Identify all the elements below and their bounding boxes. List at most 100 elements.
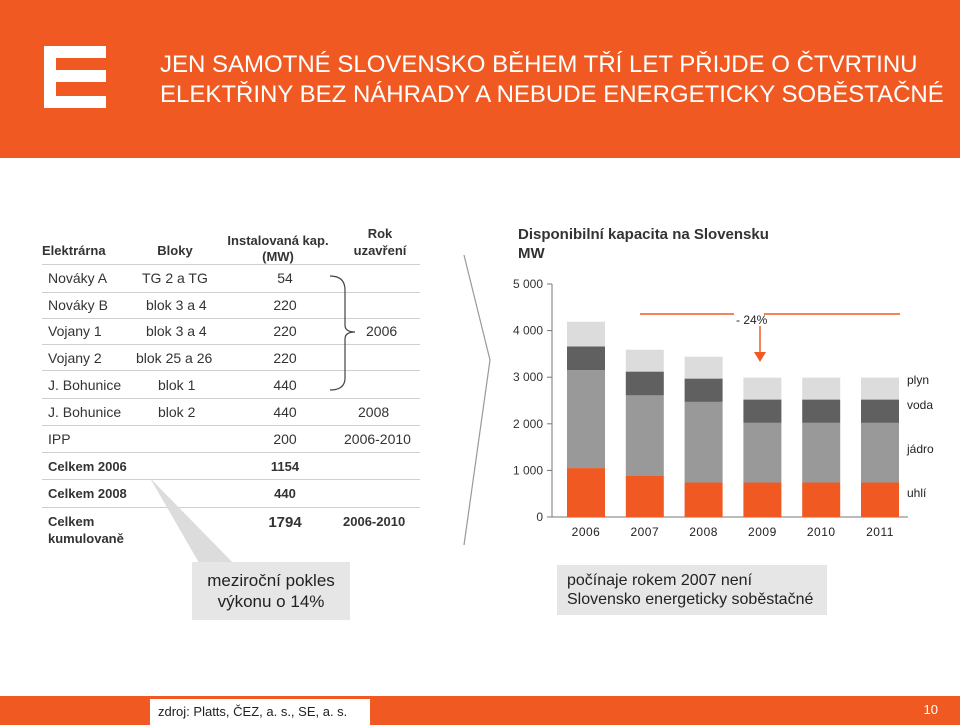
header-capacity-2: (MW)	[262, 249, 294, 264]
bar-segment-plyn	[861, 377, 899, 400]
selfsufficiency-callout-line-2: Slovensko energeticky soběstačné	[567, 591, 814, 608]
row-plant: Vojany 1	[48, 323, 102, 339]
row-year: 2008	[358, 404, 390, 420]
title-line-2: ELEKTŘINY BEZ NÁHRADY A NEBUDE ENERGETIC…	[160, 81, 944, 108]
chart-ylabel: MW	[518, 245, 545, 262]
bar-segment-uhlí	[802, 482, 841, 517]
chart-title: Disponibilní kapacita na Slovensku	[518, 226, 769, 243]
total-2008-label: Celkem 2008	[48, 486, 127, 501]
row-year: 2006	[366, 323, 398, 339]
row-divider	[42, 344, 420, 345]
row-units: blok 3 a 4	[146, 297, 207, 313]
row-divider	[42, 398, 420, 399]
header-capacity-1: Instalovaná kap.	[227, 233, 329, 248]
header-plant: Elektrárna	[42, 243, 106, 258]
bar-segment-voda	[567, 346, 605, 371]
row-mw: 220	[273, 350, 297, 366]
bar-segment-plyn	[625, 349, 664, 372]
row-divider	[42, 292, 420, 293]
row-units: blok 2	[158, 404, 196, 420]
bar-segment-jádro	[802, 422, 841, 483]
row-units: blok 3 a 4	[146, 323, 207, 339]
y-tick-label: 4 000	[513, 324, 543, 338]
x-tick-label: 2007	[630, 525, 659, 539]
annotation-arrow-head	[754, 352, 766, 362]
row-divider	[42, 370, 420, 371]
decline-annotation: - 24%	[736, 313, 768, 327]
bar-segment-uhlí	[684, 482, 723, 517]
decline-callout: meziroční pokles výkonu o 14%	[192, 562, 350, 620]
selfsufficiency-callout-line-1: počínaje rokem 2007 není	[567, 572, 753, 589]
bar-segment-voda	[802, 399, 841, 423]
decline-callout-line-1: meziroční pokles	[207, 571, 335, 590]
x-tick-label: 2008	[689, 525, 718, 539]
y-tick-label: 0	[536, 510, 543, 524]
row-divider	[42, 452, 420, 453]
bar-segment-voda	[684, 378, 723, 402]
decline-callout-line-2: výkonu o 14%	[217, 592, 325, 611]
y-tick-label: 2 000	[513, 417, 543, 431]
legend-jádro: jádro	[906, 442, 934, 456]
row-plant: Vojany 2	[48, 350, 102, 366]
row-plant: IPP	[48, 431, 71, 447]
row-mw: 54	[277, 270, 293, 286]
total-cumulative-mw: 1794	[268, 514, 302, 531]
bar-segment-plyn	[684, 356, 723, 379]
bar-segment-uhlí	[567, 468, 605, 517]
selfsufficiency-callout: počínaje rokem 2007 není Slovensko energ…	[557, 565, 827, 615]
row-year: 2006-2010	[344, 431, 411, 447]
y-tick-label: 1 000	[513, 463, 543, 477]
row-mw: 440	[273, 404, 297, 420]
header-divider	[42, 264, 420, 265]
bar-segment-uhlí	[861, 482, 899, 517]
total-cumulative-year: 2006-2010	[343, 514, 406, 529]
bar-segment-uhlí	[625, 475, 664, 517]
bar-segment-plyn	[743, 377, 782, 400]
bar-segment-plyn	[802, 377, 841, 400]
header-closure-1: Rok	[367, 226, 393, 241]
row-mw: 220	[273, 297, 297, 313]
legend-plyn: plyn	[907, 373, 929, 387]
row-units: blok 25 a 26	[136, 350, 213, 366]
bar-segment-jádro	[684, 401, 723, 483]
row-units: blok 1	[158, 377, 196, 393]
total-2006-label: Celkem 2006	[48, 459, 127, 474]
row-divider	[42, 425, 420, 426]
bar-segment-plyn	[567, 321, 605, 347]
row-mw: 440	[273, 377, 297, 393]
page-number: 10	[923, 702, 938, 717]
bar-segment-jádro	[743, 422, 782, 483]
legend-voda: voda	[907, 398, 933, 412]
title-line-1: JEN SAMOTNÉ SLOVENSKO BĚHEM TŘÍ LET PŘIJ…	[160, 51, 918, 78]
x-tick-label: 2009	[748, 525, 777, 539]
x-tick-label: 2006	[572, 525, 601, 539]
bar-segment-voda	[625, 371, 664, 396]
x-tick-label: 2011	[866, 525, 894, 539]
header-units: Bloky	[157, 243, 193, 258]
row-mw: 200	[273, 431, 297, 447]
bar-segment-uhlí	[743, 482, 782, 517]
bar-segment-jádro	[861, 422, 899, 483]
total-2008-mw: 440	[274, 486, 296, 501]
total-cumulative-label-2: kumulovaně	[48, 531, 124, 546]
bar-segment-jádro	[567, 370, 605, 469]
row-mw: 220	[273, 323, 297, 339]
bar-segment-jádro	[625, 395, 664, 476]
total-cumulative-label-1: Celkem	[48, 514, 95, 529]
footer-bar: zdroj: Platts, ČEZ, a. s., SE, a. s. 10	[0, 696, 960, 725]
total-2006-mw: 1154	[270, 459, 300, 474]
row-plant: J. Bohunice	[48, 377, 122, 393]
row-units: TG 2 a TG	[142, 270, 208, 286]
x-tick-label: 2010	[807, 525, 836, 539]
row-plant: Nováky A	[48, 270, 108, 286]
source-note: zdroj: Platts, ČEZ, a. s., SE, a. s.	[150, 699, 370, 725]
bar-segment-voda	[743, 399, 782, 423]
cez-logo-icon	[44, 46, 106, 108]
y-tick-label: 5 000	[513, 277, 543, 291]
y-tick-label: 3 000	[513, 370, 543, 384]
page-title: JEN SAMOTNÉ SLOVENSKO BĚHEM TŘÍ LET PŘIJ…	[160, 50, 944, 110]
row-plant: Nováky B	[48, 297, 108, 313]
header-bar: JEN SAMOTNÉ SLOVENSKO BĚHEM TŘÍ LET PŘIJ…	[0, 0, 960, 158]
bar-segment-voda	[861, 399, 899, 423]
